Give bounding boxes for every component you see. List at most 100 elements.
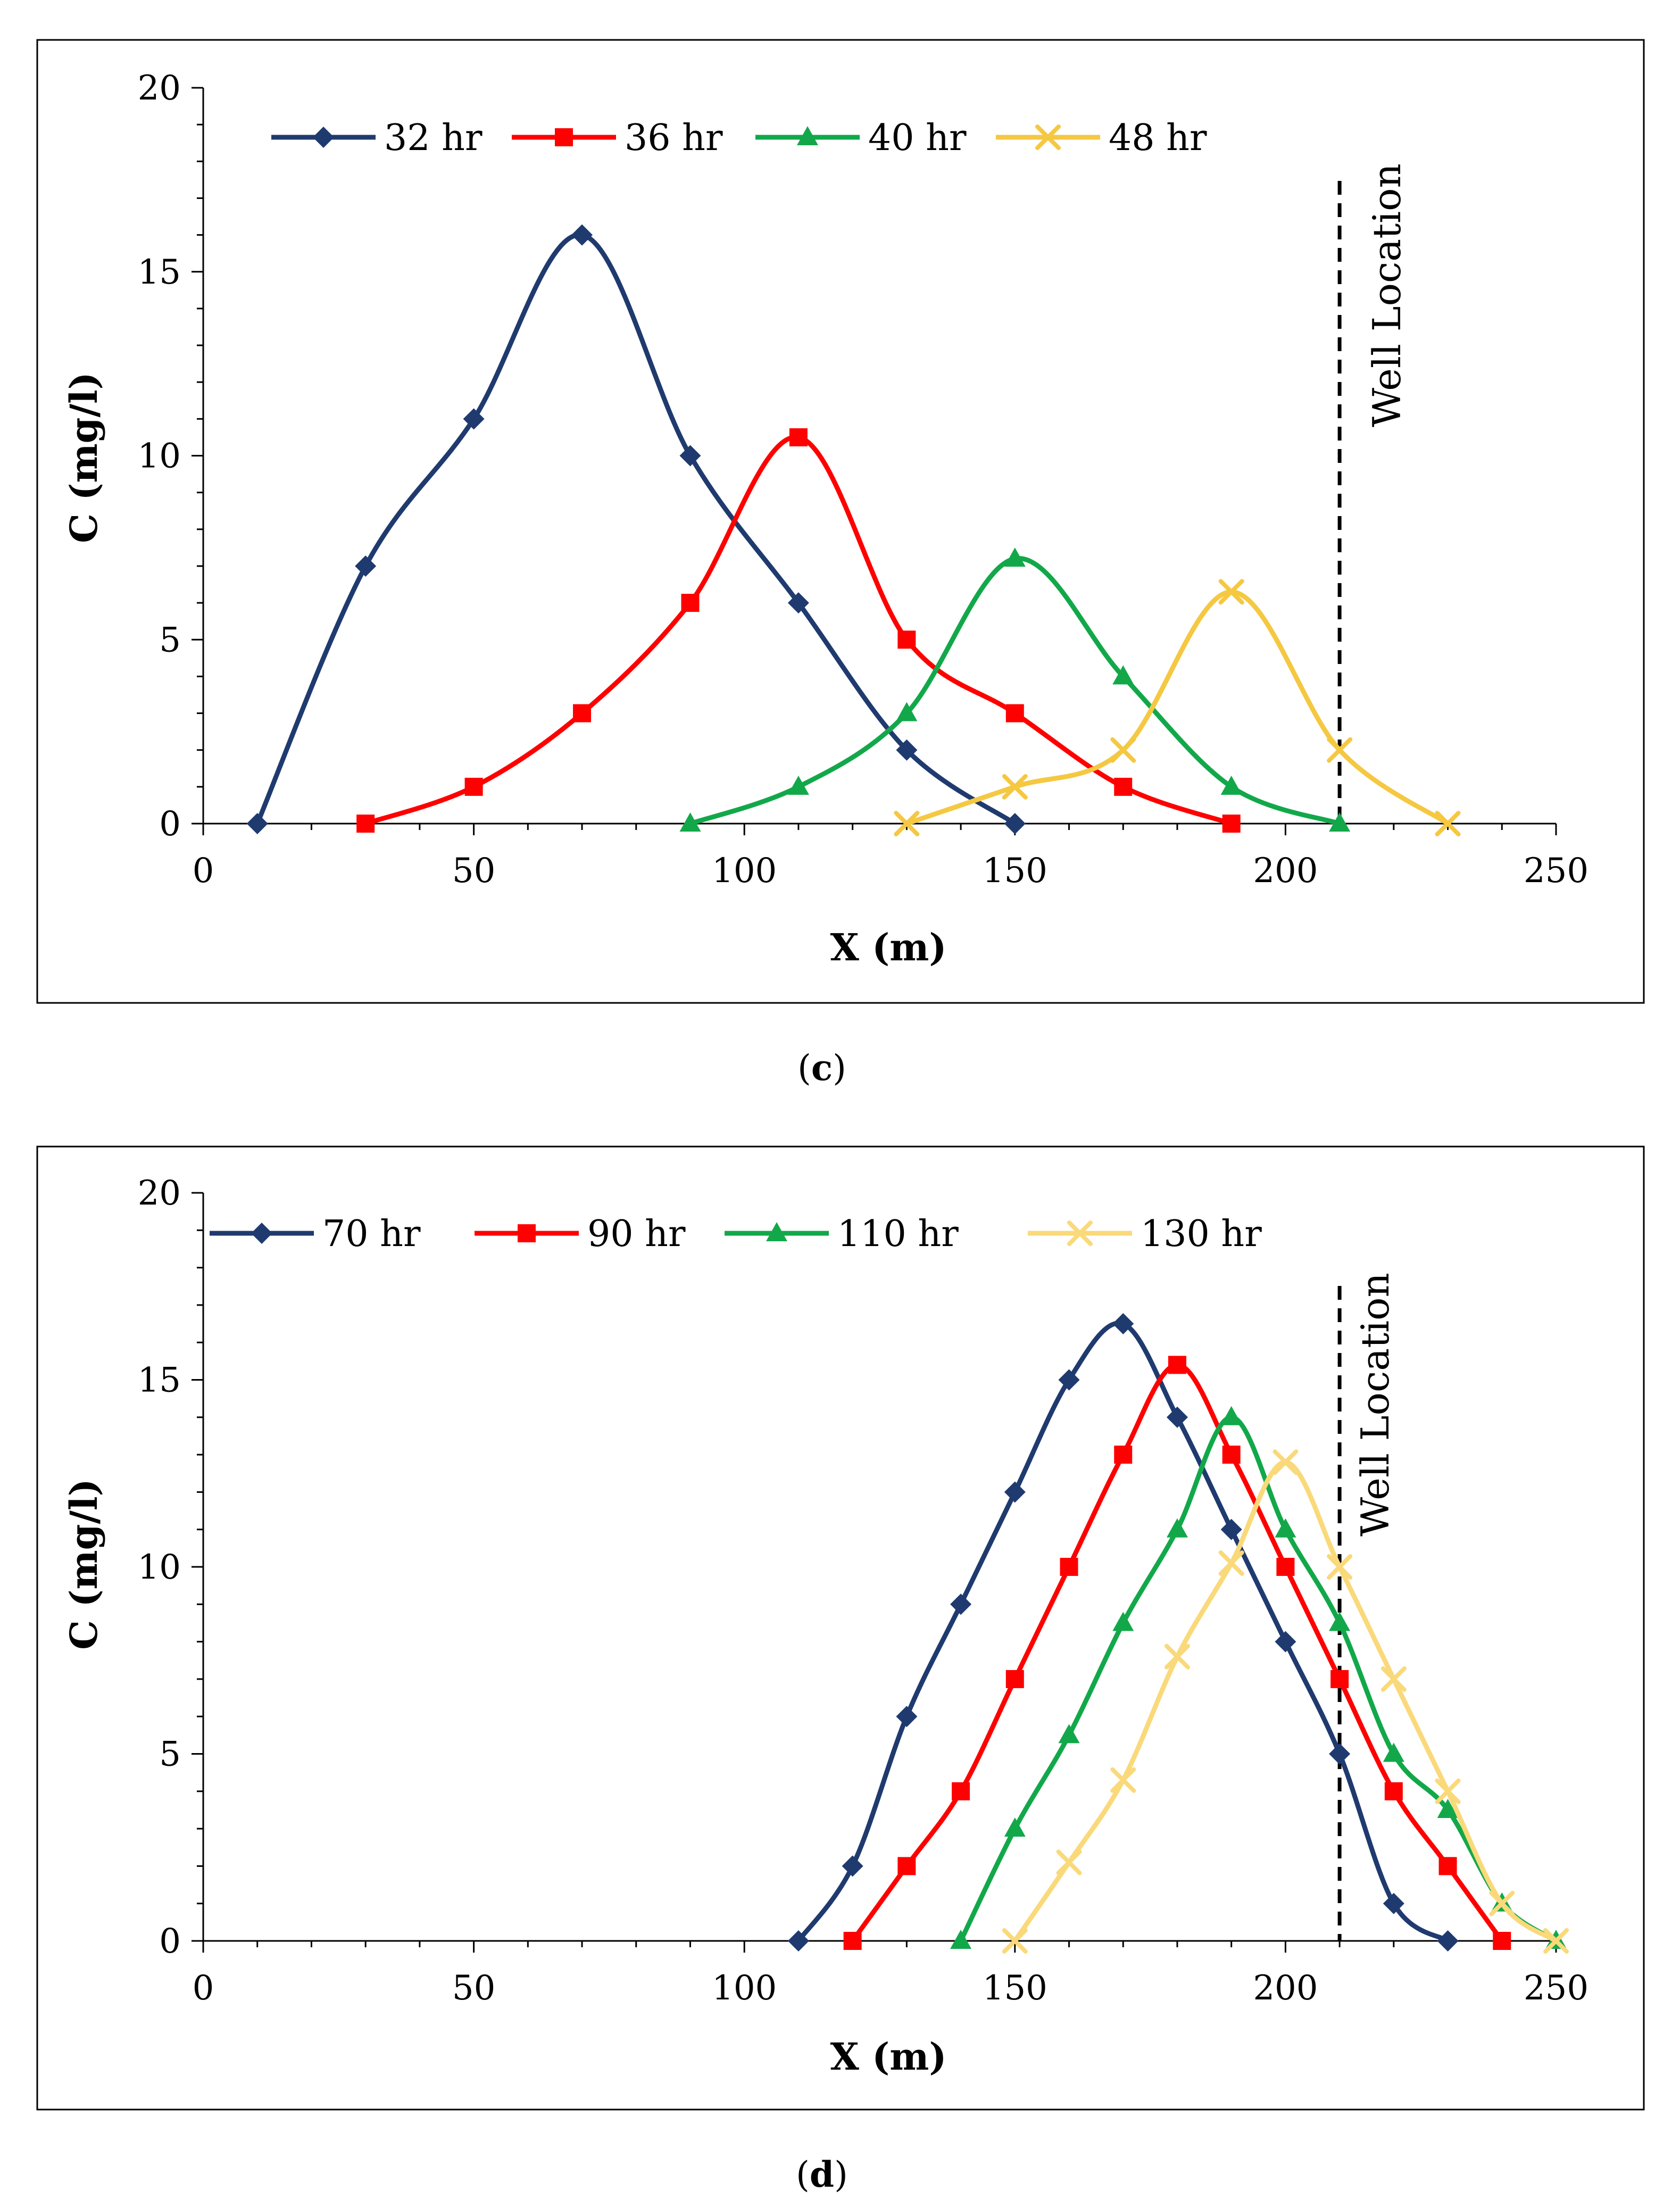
y-tick-label: 20 [138,69,181,108]
legend-marker [766,1222,787,1241]
legend-marker [797,126,818,145]
data-point [1114,777,1133,796]
data-point [1380,1666,1407,1692]
x-axis-label: X (m) [830,925,947,969]
data-point [789,428,808,446]
data-point [1058,1369,1080,1391]
legend-label: 90 hr [587,1213,686,1255]
data-point [1166,1406,1188,1428]
y-axis-label: C (mg/l) [62,372,106,543]
legend-entry: 40 hr [755,117,967,159]
svg-text:(c): (c) [797,1047,846,1089]
data-point [1220,1406,1242,1425]
legend-label: 130 hr [1141,1213,1262,1255]
data-point [1437,1930,1459,1952]
data-point [787,1930,809,1952]
data-point [1164,1643,1190,1670]
data-point [1002,774,1028,800]
legend-marker [555,128,573,146]
legend-label: 48 hr [1109,117,1207,159]
data-point [1327,737,1353,763]
data-point [1330,1670,1349,1688]
svg-text:(d): (d) [796,2154,848,2195]
data-point [1112,1313,1134,1335]
data-point [1004,1817,1026,1837]
data-point [1543,1928,1569,1954]
data-point [842,1855,863,1877]
data-point [1384,1782,1403,1800]
y-tick-label: 5 [159,620,181,660]
x-tick-label: 0 [193,851,214,891]
data-point [950,1593,972,1615]
series-130-hr [1002,1449,1569,1954]
data-point [897,630,916,649]
x-tick-label: 100 [712,1969,777,2008]
data-point [1218,579,1244,605]
legend-entry: 32 hr [271,117,483,159]
data-point [1329,812,1351,832]
legend-label: 40 hr [868,117,967,159]
caption-d: (d) [796,2154,848,2195]
data-point [1327,1554,1353,1580]
data-point [1438,1857,1457,1875]
data-point [1489,1890,1515,1916]
data-point [1002,1928,1028,1954]
data-point [1275,1518,1296,1538]
data-point [246,813,268,834]
x-axis-label: X (m) [830,2035,947,2079]
data-point [355,555,377,577]
legend-marker [251,1223,272,1244]
legend-label: 110 hr [837,1213,959,1255]
y-tick-label: 10 [138,437,181,476]
caption-c: (c) [797,1047,846,1089]
data-point [1383,1742,1404,1762]
data-point [1493,1932,1511,1950]
data-point [463,408,485,430]
data-point [681,594,700,612]
data-point [571,224,593,246]
series-48-hr [894,579,1461,836]
y-tick-label: 5 [159,1735,181,1774]
data-point [1222,815,1241,833]
data-point [356,815,375,833]
legend-entry: 70 hr [210,1213,421,1255]
x-tick-label: 200 [1253,851,1318,891]
data-point [1114,1446,1133,1464]
data-point [1435,1778,1461,1804]
data-point [897,1857,916,1875]
data-point [1437,1798,1459,1818]
data-point [1276,1558,1295,1576]
data-point [1435,811,1461,836]
data-point [843,1932,862,1950]
legend-entry: 130 hr [1028,1213,1262,1255]
data-point [1329,1743,1351,1765]
data-point [1383,1892,1404,1914]
series-70-hr [787,1313,1459,1952]
data-point [894,811,920,836]
data-point [1004,813,1026,834]
legend-marker [313,127,334,148]
data-point [787,592,809,614]
data-point [1058,1724,1080,1744]
data-point [952,1782,970,1800]
y-axis-label: C (mg/l) [62,1479,106,1650]
data-point [573,704,592,723]
series-32-hr [246,224,1026,834]
data-point [1004,1481,1026,1503]
series-90-hr [843,1356,1511,1950]
data-point [1275,1631,1296,1653]
data-point [679,445,701,467]
legend-entry: 110 hr [725,1213,959,1255]
legend-marker [518,1224,536,1242]
data-point [1110,737,1136,763]
y-tick-label: 15 [138,253,181,292]
y-tick-label: 0 [159,804,181,844]
data-point [679,812,701,832]
data-point [1060,1558,1078,1576]
legend-entry: 90 hr [475,1213,686,1255]
legend-label: 36 hr [625,117,723,159]
data-point [1005,1670,1024,1688]
